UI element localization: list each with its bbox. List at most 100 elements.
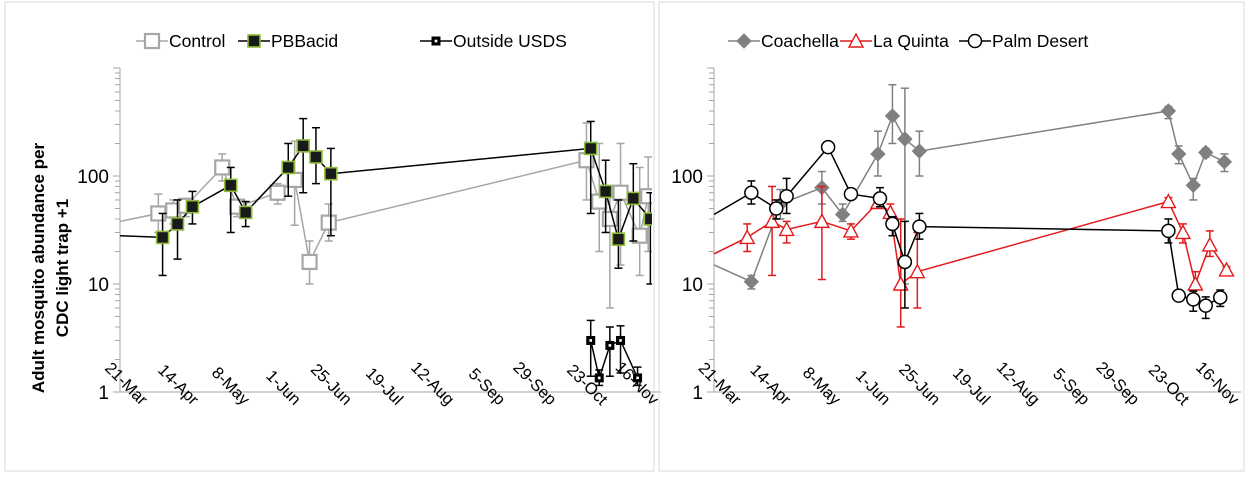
x-tick-label: 25-Jun [895,360,943,408]
data-point [843,186,859,202]
x-tick-label: 25-Jun [307,360,355,408]
data-point [640,188,652,205]
data-point [912,219,927,234]
x-tick-label: 1-Jun [852,367,894,409]
y-axis-label: CDC light trap +1 [53,199,72,337]
data-point [223,178,238,193]
data-point [1160,103,1177,119]
data-point [612,184,629,201]
data-point [743,274,760,290]
data-point [616,335,626,345]
legend-label: PBBacid [271,31,338,51]
x-tick-label: 5-Sep [1049,365,1093,409]
y-axis-label: Adult mosquito abundance per [29,142,48,393]
series-line-palm-desert [714,145,1221,307]
legend-label: Palm Desert [992,31,1088,51]
data-point [626,191,641,206]
data-point [185,199,200,214]
legend-marker [247,34,261,48]
data-point [813,212,831,229]
y-tick-label: 1 [98,383,109,404]
data-point [586,335,596,345]
legend-label: Control [169,31,225,51]
x-tick-label: 23-Oct [1145,361,1193,409]
series-layer [714,83,1235,328]
x-tick-label: 19-Jul [949,364,994,409]
legend-marker [431,36,441,46]
data-point [1174,223,1192,240]
x-tick-label: 1-Jun [262,367,304,409]
series-line-control [120,159,649,265]
x-tick-label: 12-Aug [407,358,457,408]
data-point [778,220,795,237]
data-point [911,143,928,159]
data-point [269,184,286,201]
data-point [611,232,626,246]
y-tick-label: 1 [692,383,703,404]
data-point [1201,236,1219,252]
data-point [286,171,303,189]
data-point [884,108,901,124]
x-tick-label: 5-Sep [465,365,509,409]
data-point [324,166,338,181]
data-point [598,184,613,199]
data-point [1218,261,1235,277]
legend-label: La Quinta [873,31,949,51]
data-point [763,212,781,229]
data-point [1216,154,1233,170]
data-point [744,185,759,200]
data-point [885,216,900,232]
data-point [1186,292,1201,307]
data-point [909,263,926,279]
data-point [170,217,185,231]
chart-frame [4,1,655,472]
y-tick-label: 100 [671,167,703,188]
data-point [1171,288,1187,303]
data-point [842,222,860,238]
x-tick-label: 16-Nov [1192,358,1243,409]
legend-marker [143,32,161,50]
data-point [1213,290,1228,305]
x-tick-label: 19-Jul [362,364,407,409]
y-tick-label: 10 [88,275,109,296]
data-point [779,188,794,204]
data-point [1160,193,1177,209]
data-point [155,230,170,245]
data-point [820,139,836,155]
x-tick-label: 8-May [799,364,845,410]
x-tick-label: 23-Oct [563,361,611,409]
data-point [1198,298,1213,313]
data-point [309,150,323,164]
data-point [594,373,604,383]
x-tick-label: 8-May [208,364,254,410]
data-point [320,214,337,231]
legend-marker [847,32,865,48]
data-point [633,373,643,383]
x-tick-label: 14-Apr [154,361,202,409]
data-point [643,212,652,226]
data-point [739,228,756,245]
x-tick-label: 14-Apr [746,361,794,409]
series-line-la-quinta [714,200,1228,287]
y-tick-label: 100 [77,167,109,188]
legend-label: Coachella [761,31,839,51]
data-point [296,139,310,153]
data-point [1198,144,1214,161]
data-point [281,160,296,175]
data-point [834,206,851,223]
data-point [605,340,615,350]
x-tick-label: 12-Aug [993,358,1043,408]
legend-marker [736,33,752,49]
data-point [1161,223,1176,239]
legend-label: Outside USDS [453,31,567,51]
data-point [768,201,784,216]
data-point [301,253,318,271]
x-tick-label: 29-Sep [509,358,559,408]
legend-marker [967,33,983,49]
data-point [238,205,253,220]
data-point [583,141,598,156]
